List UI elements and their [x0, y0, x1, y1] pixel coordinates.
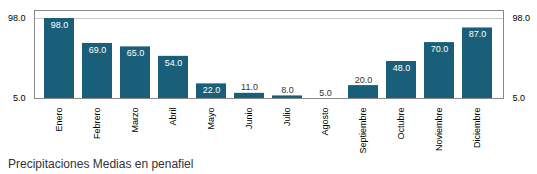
svg-text:11.0: 11.0 — [241, 82, 258, 92]
svg-text:Julio: Julio — [282, 108, 292, 127]
svg-text:Enero: Enero — [54, 108, 64, 132]
svg-text:Diciembre: Diciembre — [472, 108, 482, 149]
svg-text:54.0: 54.0 — [165, 58, 183, 68]
svg-text:22.0: 22.0 — [203, 85, 221, 95]
svg-text:Noviembre: Noviembre — [434, 108, 444, 152]
svg-text:69.0: 69.0 — [89, 45, 107, 55]
svg-text:5.0: 5.0 — [513, 93, 526, 103]
svg-text:20.0: 20.0 — [355, 75, 373, 85]
svg-text:Mayo: Mayo — [206, 108, 216, 130]
svg-text:98.0: 98.0 — [513, 13, 531, 23]
svg-text:87.0: 87.0 — [469, 29, 487, 39]
svg-text:48.0: 48.0 — [393, 63, 411, 73]
svg-text:98.0: 98.0 — [8, 13, 26, 23]
svg-text:Abril: Abril — [168, 108, 178, 126]
html-text:Precipitaciones Medias en pena: Precipitaciones Medias en penafiel — [8, 157, 194, 171]
svg-text:Marzo: Marzo — [130, 108, 140, 133]
svg-text:Septiembre: Septiembre — [358, 108, 368, 154]
svg-text:65.0: 65.0 — [127, 48, 145, 58]
svg-text:5.0: 5.0 — [319, 88, 332, 98]
svg-text:8.0: 8.0 — [281, 85, 294, 95]
svg-text:Febrero: Febrero — [92, 108, 102, 140]
svg-text:Octubre: Octubre — [396, 108, 406, 140]
svg-text:98.0: 98.0 — [51, 20, 69, 30]
svg-text:5.0: 5.0 — [13, 93, 26, 103]
svg-text:70.0: 70.0 — [431, 44, 449, 54]
svg-text:Junio: Junio — [244, 108, 254, 130]
svg-text:Agosto: Agosto — [320, 108, 330, 136]
